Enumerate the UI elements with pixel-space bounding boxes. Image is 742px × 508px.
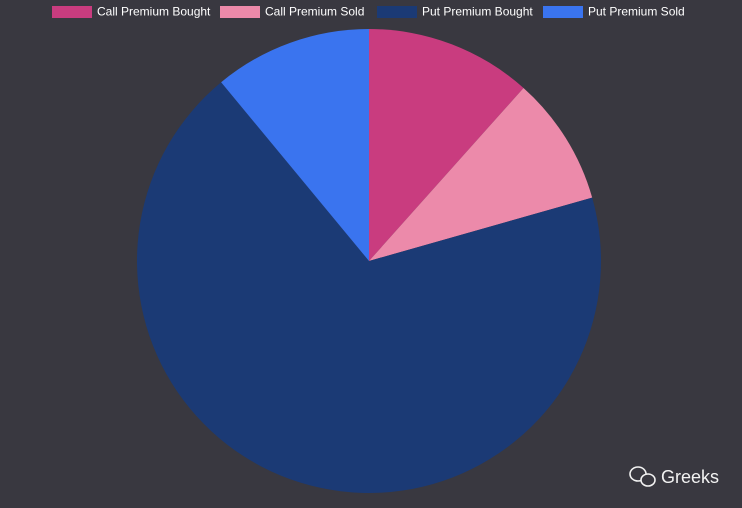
- pie-slice: [369, 87, 593, 262]
- legend-swatch: [543, 6, 583, 18]
- legend-swatch: [52, 6, 92, 18]
- wechat-icon: [640, 473, 656, 487]
- legend-swatch: [377, 6, 417, 18]
- legend-label: Call Premium Bought: [97, 5, 211, 19]
- watermark: Greeks: [629, 466, 719, 487]
- watermark-text: Greeks: [661, 467, 719, 487]
- legend-swatch: [220, 6, 260, 18]
- legend-label: Put Premium Sold: [588, 5, 685, 19]
- legend-label: Put Premium Bought: [422, 5, 533, 19]
- pie-slice: [136, 82, 602, 494]
- pie-slice: [369, 29, 524, 261]
- pie-slice: [221, 29, 369, 261]
- legend: Call Premium Bought Call Premium Sold Put …: [52, 5, 685, 19]
- pie: [136, 29, 602, 494]
- legend-label: Call Premium Sold: [265, 5, 364, 19]
